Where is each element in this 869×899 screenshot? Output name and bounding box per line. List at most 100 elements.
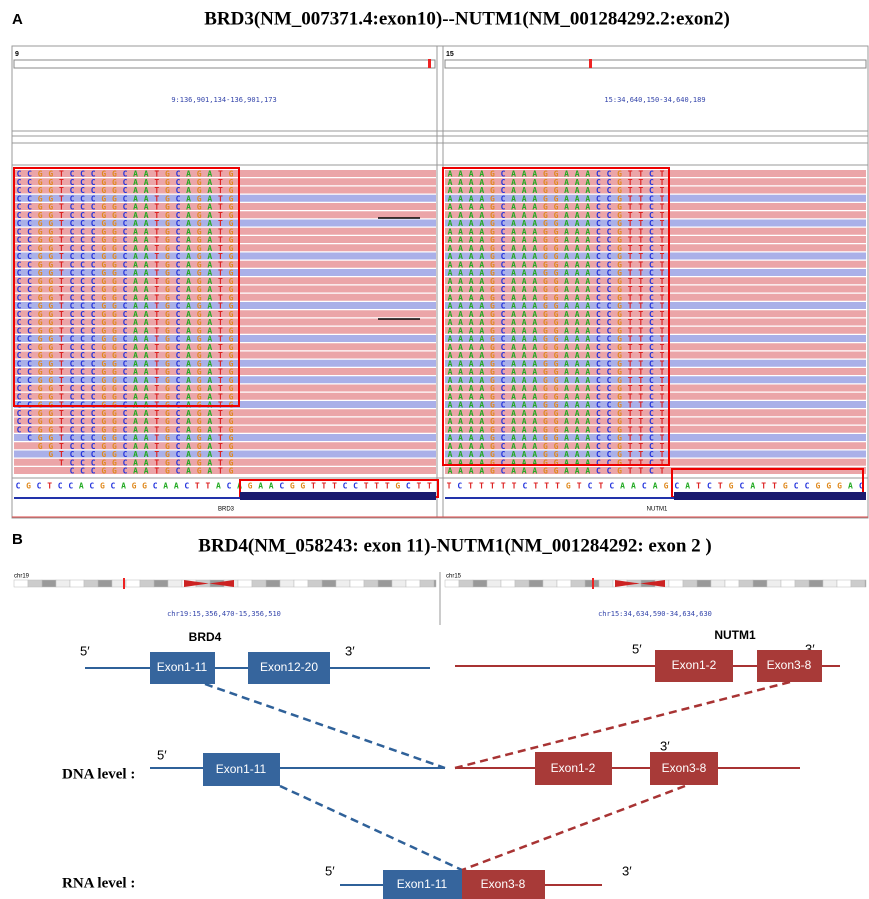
read-bar [445, 393, 866, 400]
ideogram-band [140, 580, 154, 587]
read-bar [445, 418, 866, 425]
ideogram-band [697, 580, 711, 587]
ideogram-band [420, 580, 434, 587]
ideogram-band [28, 580, 42, 587]
read-bar [445, 343, 866, 350]
locus: 15:34,640,150-34,640,189 [604, 96, 705, 104]
read-bar [445, 228, 866, 235]
locus: chr19:15,356,470-15,356,510 [167, 610, 281, 618]
ideogram-band [851, 580, 865, 587]
base: T [660, 467, 665, 476]
ideogram-band [434, 580, 436, 587]
ideogram-band [294, 580, 308, 587]
panel-label: B [12, 531, 23, 548]
read-bar [445, 401, 866, 408]
ideogram-marker [589, 59, 592, 68]
ref-base: G [248, 482, 253, 491]
ref-base: T [322, 482, 327, 491]
ref-base: A [121, 482, 126, 491]
ideogram-band [42, 580, 56, 587]
read-bar [14, 195, 436, 202]
read-bar [14, 442, 436, 449]
panel-label: A [12, 11, 23, 28]
ideogram-band [725, 580, 739, 587]
level-label: DNA level : [62, 766, 135, 782]
chrom-label: chr15 [446, 574, 462, 580]
base: G [617, 467, 622, 476]
read-bar [14, 368, 436, 375]
prime-label: 5′ [157, 747, 167, 762]
exon-label: Exon1-2 [551, 761, 596, 775]
ref-base: G [566, 482, 571, 491]
ref-base: T [718, 482, 723, 491]
prime-label: 5′ [632, 641, 642, 656]
ideogram-marker [428, 59, 431, 68]
base: G [554, 467, 559, 476]
prime-label: 3′ [622, 863, 632, 878]
exon [240, 492, 436, 500]
ref-base: A [620, 482, 625, 491]
ideogram-band [56, 580, 70, 587]
ref-base: C [16, 482, 21, 491]
base: A [585, 467, 590, 476]
gene-label: BRD4 [189, 630, 222, 644]
ref-base: A [269, 482, 274, 491]
ideogram-band [711, 580, 725, 587]
base: G [101, 467, 106, 476]
base: A [469, 467, 474, 476]
exon-label: Exon3-8 [767, 658, 812, 672]
base: C [596, 467, 601, 476]
base: T [638, 467, 643, 476]
base: A [144, 467, 149, 476]
ideogram-band [322, 580, 336, 587]
ref-base: T [332, 482, 337, 491]
ref-base: G [783, 482, 788, 491]
dashed-link [455, 682, 790, 768]
ref-base: T [598, 482, 603, 491]
base: A [458, 467, 463, 476]
base: C [70, 467, 75, 476]
read-bar [445, 220, 866, 227]
read-bar [14, 220, 436, 227]
base: G [112, 467, 117, 476]
read-bar [14, 187, 436, 194]
read-bar [14, 244, 436, 251]
ref-base: G [26, 482, 31, 491]
read-bar [445, 376, 866, 383]
ref-base: C [184, 482, 189, 491]
ref-base: C [642, 482, 647, 491]
read-bar [14, 376, 436, 383]
base: G [197, 467, 202, 476]
ideogram-band [809, 580, 823, 587]
base: A [564, 467, 569, 476]
read-bar [445, 352, 866, 359]
ideogram-band [266, 580, 280, 587]
read-bar [14, 269, 436, 276]
ref-base: C [353, 482, 358, 491]
ref-base: G [395, 482, 400, 491]
read-bar [14, 459, 436, 466]
base: G [165, 467, 170, 476]
ideogram-band [459, 580, 473, 587]
read-bar [14, 170, 436, 177]
exon-label: Exon3-8 [481, 877, 526, 891]
ref-base: C [609, 482, 614, 491]
read-bar [14, 393, 436, 400]
ref-base: C [406, 482, 411, 491]
base: C [91, 467, 96, 476]
ideogram-band [823, 580, 837, 587]
ref-base: A [848, 482, 853, 491]
ref-base: T [364, 482, 369, 491]
read-bar [14, 310, 436, 317]
ref-base: C [707, 482, 712, 491]
exon [674, 492, 866, 500]
locus: chr15:34,634,590-34,634,630 [598, 610, 712, 618]
base: A [207, 467, 212, 476]
base: A [448, 467, 453, 476]
panel-title: BRD3(NM_007371.4:exon10)--NUTM1(NM_00128… [204, 8, 730, 29]
ref-base: C [805, 482, 810, 491]
ref-base: A [258, 482, 263, 491]
read-bar [14, 327, 436, 334]
ref-base: T [761, 482, 766, 491]
read-bar [14, 211, 436, 218]
